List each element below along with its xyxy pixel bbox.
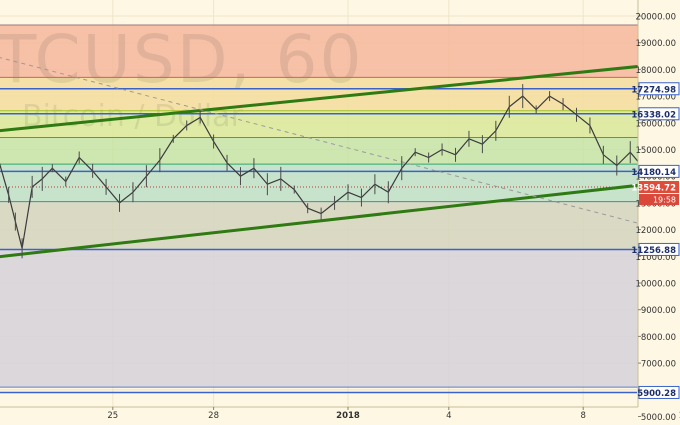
- y-axis-tick-label: 15000.00: [635, 146, 676, 156]
- trendline-diagonal-dashed: [0, 57, 680, 235]
- level-price-badge-label: 11256.88: [631, 246, 676, 256]
- y-axis-tick-label: 19000.00: [635, 39, 676, 49]
- watermark-symbol: TCUSD, 60: [0, 21, 364, 98]
- y-axis-tick-label: 12000.00: [635, 226, 676, 236]
- level-price-badge: [638, 82, 680, 96]
- x-axis-tick-label: 8: [580, 411, 585, 421]
- y-axis-tick-label: 5000.00: [641, 413, 676, 421]
- countdown-badge-label: 19:58: [653, 196, 676, 205]
- level-price-badge: [638, 107, 680, 121]
- y-axis-tick-label: 10000.00: [635, 280, 676, 290]
- countdown-badge: [639, 194, 679, 206]
- x-axis-background: [0, 407, 638, 421]
- y-axis-tick-label: 9000.00: [641, 306, 676, 316]
- fib-zone: [0, 137, 680, 165]
- y-axis-tick-label: 18000.00: [635, 66, 676, 76]
- y-axis-tick-label: 16000.00: [635, 119, 676, 129]
- fib-zone: [0, 249, 680, 388]
- y-axis-tick-label: 20000.00: [635, 13, 676, 23]
- x-axis-tick-label: 2018: [336, 411, 360, 421]
- x-axis-tick-label: 25: [107, 411, 118, 421]
- y-axis-tick-label: 17000.00: [635, 93, 676, 103]
- price-line: [0, 95, 680, 249]
- fib-zone: [0, 77, 680, 111]
- level-price-badge-label: 5900.28: [637, 389, 676, 399]
- level-price-badge-label: 17274.98: [631, 85, 676, 95]
- level-price-badge: [638, 242, 680, 256]
- x-axis-tick-label: 28: [208, 411, 219, 421]
- fib-zone: [0, 24, 680, 78]
- level-price-badge-label: 14180.14: [631, 168, 676, 178]
- y-axis-background: [638, 0, 680, 421]
- level-price-badge: [638, 164, 680, 178]
- level-price-badge-label: 16338.02: [631, 110, 676, 120]
- y-axis-tick-label: 7000.00: [641, 360, 676, 370]
- x-axis-tick-label: 11: [679, 411, 680, 421]
- y-axis-tick-label: 11000.00: [635, 253, 676, 263]
- y-axis-tick-label: 8000.00: [641, 333, 676, 343]
- current-price-badge-label: 13594.72: [631, 184, 676, 194]
- fib-zone: [0, 110, 680, 138]
- level-price-badge: [638, 385, 680, 399]
- current-price-badge: [639, 181, 679, 194]
- fib-zone: [0, 201, 680, 250]
- x-axis-tick-label: 4: [446, 411, 451, 421]
